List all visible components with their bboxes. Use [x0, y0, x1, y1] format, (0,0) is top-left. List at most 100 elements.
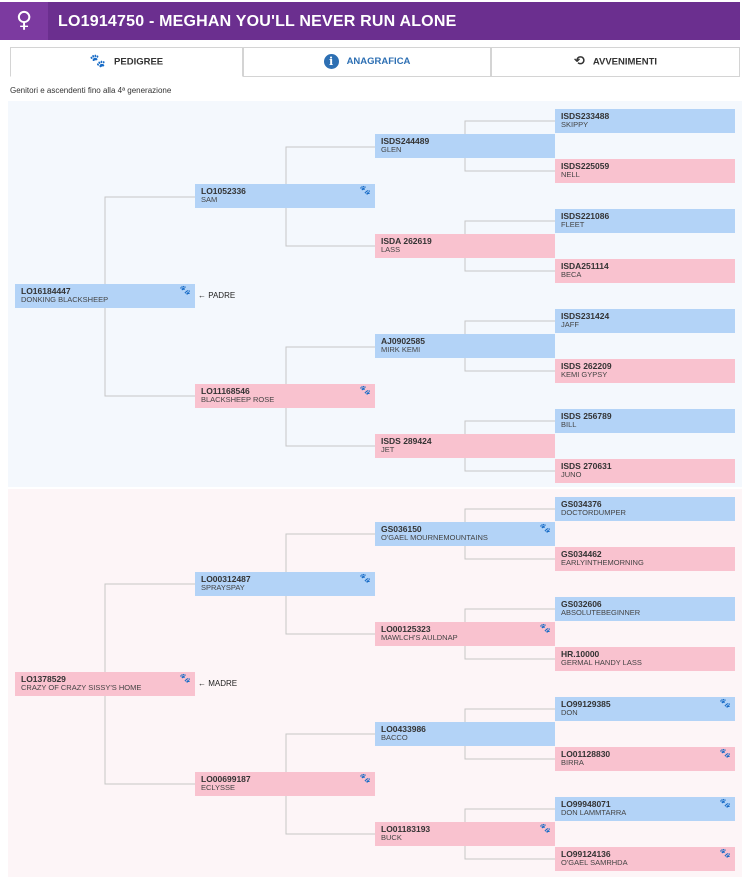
dog-card[interactable]: LO01128830 BIRRA 🐾 [555, 747, 735, 771]
dog-registration: LO01128830 [561, 749, 611, 759]
dog-name: EARLYINTHEMORNING [561, 558, 644, 567]
dog-card[interactable]: LO00699187 ECLYSSE 🐾 [195, 772, 375, 796]
paw-icon: 🐾 [539, 824, 551, 834]
dog-card[interactable]: ISDS231424 JAFF [555, 309, 735, 333]
dog-card[interactable]: ISDS244489 GLEN [375, 134, 555, 158]
paw-icon: 🐾 [179, 674, 191, 684]
dog-registration: LO01183193 [381, 824, 431, 834]
dog-name: MAWLCH'S AULDNAP [381, 633, 458, 642]
dog-card-dam[interactable]: LO1378529 CRAZY OF CRAZY SISSY'S HOME 🐾 [15, 672, 195, 696]
dog-registration: ISDS 270631 [561, 461, 612, 471]
dog-registration: HR.10000 [561, 649, 600, 659]
dog-name: JUNO [561, 470, 582, 479]
female-icon: ♀ [0, 2, 48, 40]
dog-card[interactable]: ISDS 256789 BILL [555, 409, 735, 433]
dog-card[interactable]: ISDS 270631 JUNO [555, 459, 735, 483]
dog-card[interactable]: HR.10000 GERMAL HANDY LASS [555, 647, 735, 671]
dog-card[interactable]: LO99124136 O'GAEL SAMRHDA 🐾 [555, 847, 735, 871]
dog-card[interactable]: GS032606 ABSOLUTEBEGINNER [555, 597, 735, 621]
dog-registration: LO0433986 [381, 724, 426, 734]
dog-card[interactable]: ISDS 262209 KEMI GYPSY [555, 359, 735, 383]
tab-pedigree[interactable]: 🐾 PEDIGREE [10, 47, 243, 77]
dog-name: GLEN [381, 145, 402, 154]
dog-card[interactable]: LO0433986 BACCO [375, 722, 555, 746]
paw-icon: 🐾 [719, 849, 731, 859]
dog-card[interactable]: GS034462 EARLYINTHEMORNING [555, 547, 735, 571]
dog-registration: LO16184447 [21, 286, 71, 296]
dog-name: JAFF [561, 320, 579, 329]
dog-name: SKIPPY [561, 120, 589, 129]
tab-anagrafica[interactable]: i ANAGRAFICA [243, 47, 491, 77]
pedigree-subtitle: Genitori e ascendenti fino alla 4ª gener… [10, 86, 172, 95]
tab-label: AVVENIMENTI [592, 56, 658, 68]
tab-avvenimenti[interactable]: ⟲ AVVENIMENTI [491, 47, 740, 77]
dog-name: GERMAL HANDY LASS [561, 658, 642, 667]
dog-name: FLEET [561, 220, 585, 229]
mother-label: ← MADRE [198, 679, 238, 688]
dog-name: BUCK [381, 833, 402, 842]
paw-icon: 🐾 [359, 574, 371, 584]
dog-card[interactable]: LO11168546 BLACKSHEEP ROSE 🐾 [195, 384, 375, 408]
dog-card[interactable]: GS036150 O'GAEL MOURNEMOUNTAINS 🐾 [375, 522, 555, 546]
tab-label: ANAGRAFICA [346, 56, 411, 67]
dog-name: JET [381, 445, 395, 454]
dog-name: CRAZY OF CRAZY SISSY'S HOME [21, 683, 142, 692]
paw-icon: 🐾 [359, 186, 371, 196]
dog-card[interactable]: AJ0902585 MIRK KEMI [375, 334, 555, 358]
dog-registration: GS036150 [381, 524, 422, 534]
history-icon: ⟲ [573, 54, 585, 69]
page-header: ♀ LO1914750 - MEGHAN YOU'LL NEVER RUN AL… [0, 2, 740, 40]
tab-label: PEDIGREE [114, 56, 164, 68]
dog-card[interactable]: LO99129385 DON 🐾 [555, 697, 735, 721]
page-title: LO1914750 - MEGHAN YOU'LL NEVER RUN ALON… [58, 13, 457, 30]
paw-icon: 🐾 [719, 799, 731, 809]
dog-registration: ISDS225059 [561, 161, 610, 171]
paw-icon: 🐾 [179, 286, 191, 296]
dog-name: BLACKSHEEP ROSE [201, 395, 275, 404]
paw-icon: 🐾 [539, 624, 551, 634]
dog-name: DOCTORDUMPER [561, 508, 626, 517]
dog-registration: AJ0902585 [381, 336, 425, 346]
dog-card[interactable]: ISDS 289424 JET [375, 434, 555, 458]
tab-bar: 🐾 PEDIGREE i ANAGRAFICA ⟲ AVVENIMENTI [10, 47, 740, 77]
dog-registration: LO11168546 [201, 386, 250, 396]
dog-name: BILL [561, 420, 577, 429]
dog-registration: ISDS231424 [561, 311, 610, 321]
dog-card[interactable]: ISDA251114 BECA [555, 259, 735, 283]
info-icon: i [323, 53, 339, 69]
dog-registration: GS032606 [561, 599, 602, 609]
dog-card[interactable]: ISDS233488 SKIPPY [555, 109, 735, 133]
dog-registration: LO00699187 [201, 774, 251, 784]
dog-registration: LO99948071 [561, 799, 611, 809]
paw-icon: 🐾 [719, 749, 731, 759]
dog-registration: GS034376 [561, 499, 602, 509]
dog-name: DON LAMMTARRA [561, 808, 627, 817]
dog-registration: LO99124136 [561, 849, 611, 859]
paw-icon: 🐾 [719, 699, 731, 709]
dog-card[interactable]: LO1052336 SAM 🐾 [195, 184, 375, 208]
dog-card-sire[interactable]: LO16184447 DONKING BLACKSHEEP 🐾 [15, 284, 195, 308]
dog-name: BECA [561, 270, 582, 279]
dog-name: BIRRA [561, 758, 584, 767]
dog-card[interactable]: ISDA 262619 LASS [375, 234, 555, 258]
dog-registration: ISDS 289424 [381, 436, 432, 446]
paw-icon: 🐾 [359, 774, 371, 784]
dog-name: DONKING BLACKSHEEP [21, 295, 109, 304]
dog-name: O'GAEL SAMRHDA [561, 858, 628, 867]
dog-card[interactable]: ISDS225059 NELL [555, 159, 735, 183]
dog-name: SAM [201, 195, 218, 204]
dog-name: ECLYSSE [201, 783, 236, 792]
dog-name: LASS [381, 245, 401, 254]
dog-card[interactable]: ISDS221086 FLEET [555, 209, 735, 233]
dog-registration: LO1378529 [21, 674, 66, 684]
paw-icon: 🐾 [89, 54, 107, 69]
dog-card[interactable]: LO00125323 MAWLCH'S AULDNAP 🐾 [375, 622, 555, 646]
dog-card[interactable]: GS034376 DOCTORDUMPER [555, 497, 735, 521]
dog-card[interactable]: LO01183193 BUCK 🐾 [375, 822, 555, 846]
dog-card[interactable]: LO99948071 DON LAMMTARRA 🐾 [555, 797, 735, 821]
dog-card[interactable]: LO00312487 SPRAYSPAY 🐾 [195, 572, 375, 596]
dog-name: BACCO [381, 733, 408, 742]
dog-registration: LO00125323 [381, 624, 431, 634]
dog-registration: ISDA251114 [561, 261, 609, 271]
dog-registration: LO99129385 [561, 699, 611, 709]
